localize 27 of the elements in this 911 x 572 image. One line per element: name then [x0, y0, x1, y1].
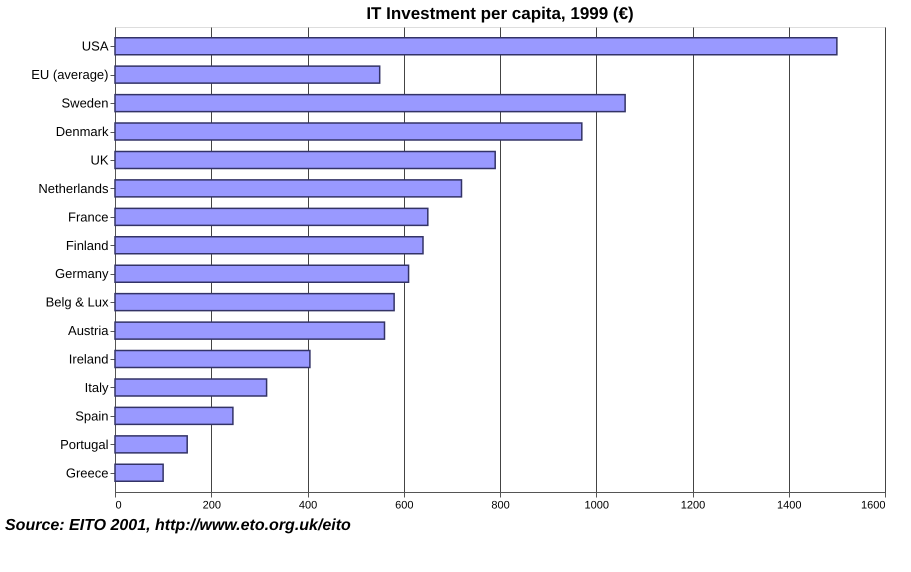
- x-tick-label: 1000: [584, 500, 609, 512]
- x-tick-label: 400: [298, 500, 318, 512]
- y-tick-label: Belg & Lux: [46, 294, 109, 310]
- y-tick-label: USA: [82, 38, 109, 54]
- y-tick-label: France: [68, 209, 108, 224]
- x-tick-label: 200: [202, 500, 221, 512]
- source-note: Source: EITO 2001, http://www.eto.org.uk/eito: [5, 517, 352, 534]
- x-tick-label: 1200: [680, 500, 706, 512]
- y-tick-label: Greece: [66, 465, 108, 480]
- x-tick-label: 1600: [861, 500, 886, 512]
- y-tick-label: Germany: [55, 266, 109, 282]
- y-tick-label: Portugal: [60, 436, 109, 452]
- y-tick-label: Italy: [84, 380, 109, 395]
- x-tick-label: 800: [491, 500, 510, 512]
- y-tick-label: Austria: [68, 323, 110, 338]
- x-tick-label: 0: [116, 500, 122, 512]
- y-tick-label: Ireland: [68, 352, 108, 367]
- y-tick-label: UK: [90, 152, 109, 168]
- chart-title: IT Investment per capita, 1999 (€): [366, 4, 634, 23]
- y-tick-label: Finland: [66, 238, 108, 253]
- x-tick-label: 1400: [777, 500, 802, 512]
- y-tick-label: EU (average): [31, 67, 108, 82]
- y-tick-label: Netherlands: [38, 180, 109, 196]
- y-tick-label: Sweden: [62, 96, 108, 111]
- x-tick-label: 600: [395, 500, 414, 512]
- y-tick-label: Denmark: [56, 124, 109, 140]
- y-tick-label: Spain: [75, 408, 108, 424]
